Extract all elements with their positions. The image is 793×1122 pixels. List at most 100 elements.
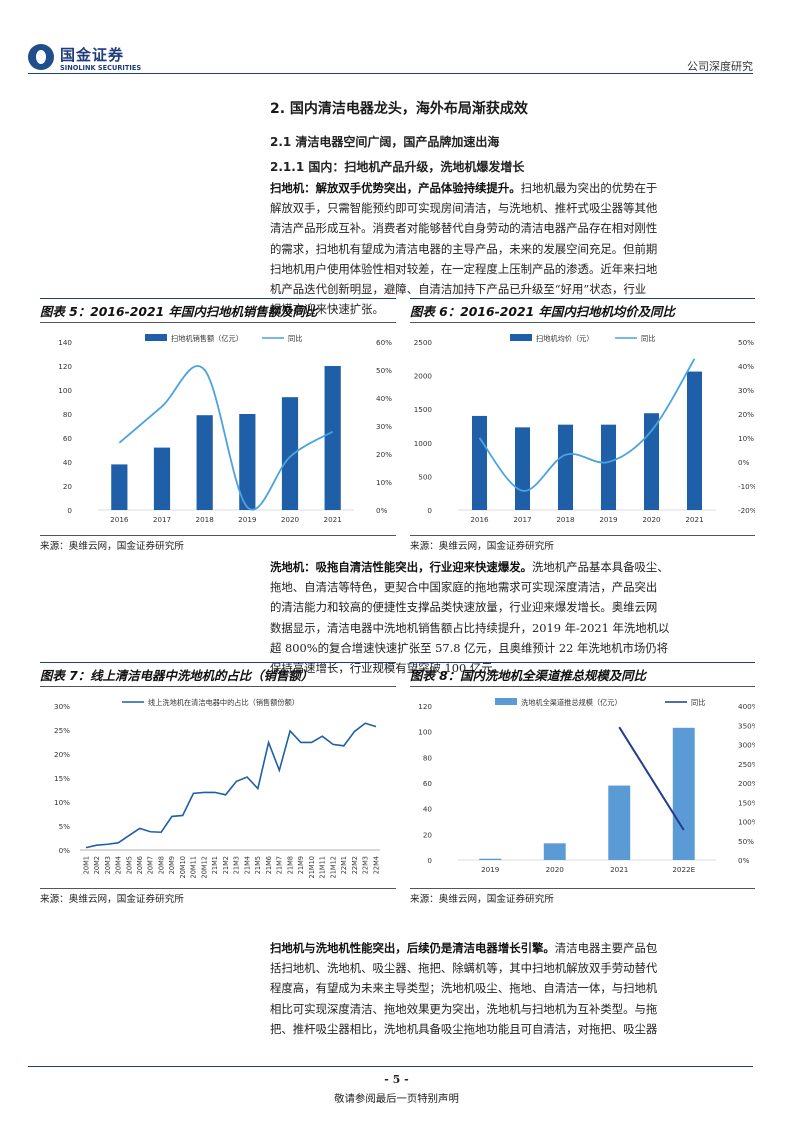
paragraph-lead: 洗地机：吸拖自清洁性能突出，行业迎来快速爆发。 (270, 560, 532, 574)
x-tick-label: 2017 (513, 515, 531, 524)
figure-5-title: 图表 5：2016-2021 年国内扫地机销售额及同比 (40, 304, 318, 319)
legend-swatch-bar (145, 334, 167, 341)
figure-8-title: 图表 8：国内洗地机全渠道推总规模及同比 (410, 668, 646, 683)
bar (543, 843, 566, 860)
bar (471, 415, 488, 510)
y-tick-label: 20% (54, 750, 70, 759)
paragraph-line: 清洁产品形成互补。消费者对能够替代自身劳动的清洁电器产品存在相对刚性 (270, 221, 658, 236)
paragraph-line: 扫地机最为突出的优势在于 (520, 181, 658, 195)
figure-top-rule (40, 298, 396, 299)
bar (608, 785, 631, 860)
paragraph-line: 程度高，有望成为未来主导类型；洗地机吸尘、拖地、自清洁一体，与扫地机 (270, 981, 658, 996)
bar (557, 424, 574, 510)
y-left-tick-label: 120 (58, 362, 72, 371)
y-right-tick-label: -10% (738, 482, 755, 491)
paragraph-line: 超 800%的复合增速快速扩张至 57.8 亿元，且奥维预计 22 年洗地机市场… (270, 640, 669, 655)
x-tick-label: 2019 (238, 515, 257, 524)
y-right-tick-label: 50% (376, 366, 392, 375)
figure-top-rule (410, 662, 755, 663)
x-tick-label: 20M4 (115, 856, 123, 874)
x-tick-label: 20M1 (82, 856, 90, 874)
y-left-tick-label: 20 (423, 830, 433, 839)
legend-label: 洗地机全渠道推总规模（亿元） (521, 698, 622, 707)
series-line-yoy (478, 358, 696, 492)
legend-label: 扫地机均价（元） (536, 334, 594, 343)
page-number: - 5 - (384, 1073, 409, 1086)
x-tick-label: 2016 (110, 515, 129, 524)
x-tick-label: 20M3 (104, 856, 112, 874)
y-tick-label: 0% (59, 846, 71, 855)
section-heading: 2. 国内清洁电器龙头，海外布局渐获成效 (270, 101, 528, 117)
paragraph-floor-washer: 洗地机：吸拖自清洁性能突出，行业迎来快速爆发。洗地机产品基本具备吸尘、 拖地、自… (270, 557, 754, 678)
x-tick-label: 2021 (610, 865, 628, 874)
y-left-tick-label: 60 (423, 779, 433, 788)
y-right-tick-label: 50% (738, 338, 754, 347)
y-right-tick-label: 30% (738, 386, 754, 395)
y-right-tick-label: 20% (738, 410, 754, 419)
series-line-yoy (618, 726, 685, 831)
y-right-tick-label: 200% (738, 779, 755, 788)
figure-6-title: 图表 6：2016-2021 年国内扫地机均价及同比 (410, 304, 675, 319)
paragraph-line: 把、推杆吸尘器相比，洗地机具备吸尘拖地功能且可自清洁，对拖把、吸尘器 (270, 1021, 658, 1036)
y-right-tick-label: 30% (376, 422, 392, 431)
y-right-tick-label: 0% (738, 856, 750, 865)
bar (111, 464, 128, 510)
figure-top-rule (40, 662, 396, 663)
logo-icon (28, 44, 54, 70)
legend-label: 同比 (691, 698, 705, 707)
y-right-tick-label: 50% (738, 837, 754, 846)
figure-source: 来源：奥维云网，国金证券研究所 (40, 894, 184, 905)
chart-floor-washer-market: 洗地机全渠道推总规模（亿元） 同比 0 20 40 60 80 100 120 0% 50% 100%… (418, 698, 755, 874)
bar (600, 424, 617, 510)
x-tick-label: 21M8 (286, 856, 294, 874)
paragraph-lead: 扫地机与洗地机性能突出，后续仍是清洁电器增长引擎。 (270, 941, 555, 955)
subsubsection-heading: 2.1.1 国内：扫地机产品升级，洗地机爆发增长 (270, 160, 525, 174)
x-tick-label: 21M1 (211, 856, 219, 874)
x-tick-label: 20M12 (200, 856, 208, 878)
x-tick-label: 22M2 (351, 856, 359, 874)
y-right-tick-label: 0% (738, 458, 750, 467)
header-divider (28, 73, 753, 74)
paragraph-robot-vacuum: 扫地机：解放双手优势突出，产品体验持续提升。扫地机最为突出的优势在于 解放双手，… (270, 178, 754, 319)
y-right-tick-label: 10% (738, 434, 754, 443)
footer-disclaimer-note: 敬请参阅最后一页特别声明 (334, 1093, 459, 1105)
y-left-tick-label: 2000 (414, 372, 433, 381)
x-tick-label: 22M1 (340, 856, 348, 874)
legend-swatch-bar (510, 334, 532, 341)
y-right-tick-label: 100% (738, 818, 755, 827)
y-tick-label: 10% (54, 798, 70, 807)
paragraph-line: 清洁电器主要产品包 (554, 941, 658, 955)
y-left-tick-label: 500 (418, 472, 432, 481)
series-line-share (85, 722, 377, 849)
figure-source: 来源：奥维云网，国金证券研究所 (40, 541, 184, 552)
x-tick-label: 21M4 (243, 856, 251, 874)
paragraph-line: 保持高速增长，行业规模有望突破 100 亿元。 (270, 661, 505, 676)
series-line-yoy (118, 365, 334, 511)
x-tick-label: 21M3 (233, 856, 241, 874)
figure-title-rule (40, 686, 396, 687)
y-right-tick-label: 400% (738, 702, 755, 711)
x-tick-label: 22M3 (362, 856, 370, 874)
y-tick-label: 15% (54, 774, 70, 783)
y-tick-label: 5% (59, 822, 71, 831)
x-tick-label: 20M9 (168, 856, 176, 874)
x-tick-label: 20M6 (136, 856, 144, 874)
x-tick-label: 21M7 (276, 856, 284, 874)
subsection-heading: 2.1 清洁电器空间广阔，国产品牌加速出海 (270, 135, 500, 149)
x-tick-label: 2016 (470, 515, 489, 524)
y-left-tick-label: 60 (63, 434, 73, 443)
figure-title-rule (410, 686, 755, 687)
y-tick-label: 25% (54, 726, 70, 735)
x-tick-label: 2019 (481, 865, 500, 874)
paragraph-lead: 扫地机：解放双手优势突出，产品体验持续提升。 (270, 181, 521, 195)
figure-top-rule (410, 298, 755, 299)
paragraph-line: 规模亦迎来快速扩张。 (270, 302, 384, 317)
y-left-tick-label: 0 (427, 856, 432, 865)
paragraph-line: 相比可实现深度清洁、拖地效果更为突出，洗地机与扫地机为互补类型。与拖 (270, 1001, 658, 1016)
x-tick-label: 21M12 (329, 856, 337, 878)
chart-robot-vacuum-sales: 扫地机销售额（亿元） 同比 0 20 40 60 80 100 120 140 0% 10% 20% 30… (58, 334, 392, 524)
y-tick-label: 30% (54, 702, 70, 711)
x-tick-label: 2021 (324, 515, 342, 524)
x-tick-label: 20M10 (179, 856, 187, 878)
y-right-tick-label: 20% (376, 450, 392, 459)
